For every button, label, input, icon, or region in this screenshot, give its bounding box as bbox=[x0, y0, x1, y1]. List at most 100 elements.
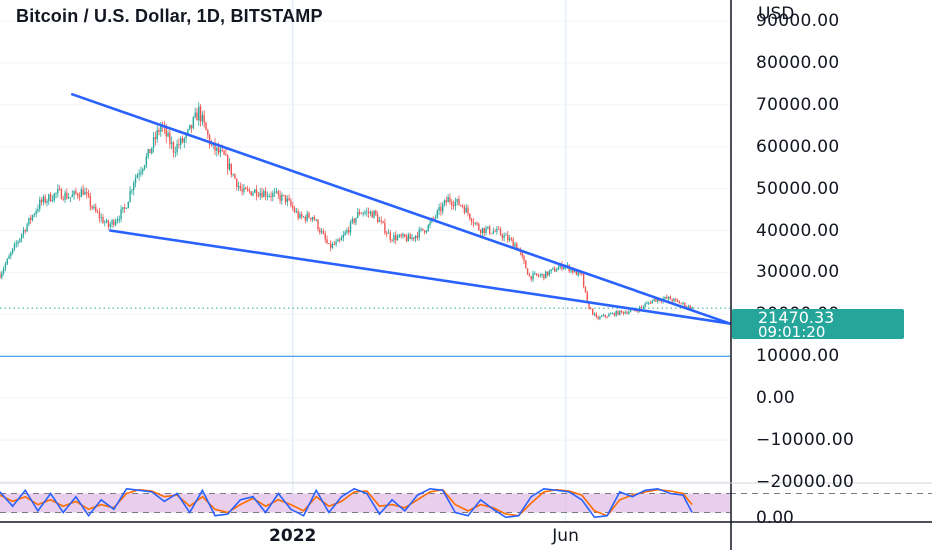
candle-body bbox=[86, 192, 88, 194]
candle-body bbox=[26, 224, 28, 232]
candle bbox=[223, 149, 225, 156]
candle bbox=[391, 238, 393, 242]
oscillator-axis-label: 0.00 bbox=[756, 508, 794, 528]
candle bbox=[416, 231, 419, 241]
candle bbox=[225, 148, 227, 156]
candle bbox=[181, 135, 184, 144]
candle bbox=[310, 217, 312, 222]
candle-body bbox=[586, 292, 588, 303]
last-price-label: 21470.33 09:01:20 bbox=[732, 308, 904, 341]
trendlines[interactable] bbox=[70, 93, 732, 325]
candle bbox=[601, 315, 603, 318]
candle-body bbox=[104, 222, 106, 224]
candle bbox=[335, 238, 337, 247]
candle bbox=[373, 210, 375, 219]
price-tick-label: 30000.00 bbox=[756, 262, 840, 283]
candle bbox=[152, 132, 155, 153]
candle bbox=[676, 298, 679, 303]
candle-body bbox=[364, 212, 366, 214]
candle-body bbox=[398, 234, 401, 237]
candle-body bbox=[290, 200, 292, 206]
candle bbox=[71, 190, 73, 198]
candle bbox=[666, 294, 668, 300]
candle bbox=[667, 296, 670, 301]
candle bbox=[69, 197, 72, 203]
candle-body bbox=[461, 205, 464, 207]
candle bbox=[384, 218, 386, 236]
candle bbox=[507, 230, 509, 243]
candle bbox=[8, 253, 10, 260]
candle-body bbox=[687, 305, 690, 307]
candle bbox=[376, 211, 379, 224]
trendline-upper[interactable] bbox=[70, 93, 732, 325]
candle-body bbox=[498, 228, 500, 230]
candle bbox=[687, 304, 690, 308]
candle-body bbox=[20, 234, 23, 239]
time-tick-label: Jun bbox=[552, 526, 579, 546]
candle bbox=[246, 185, 249, 192]
candle bbox=[528, 272, 531, 277]
candle-body bbox=[443, 200, 446, 205]
candle bbox=[80, 186, 82, 198]
candle bbox=[66, 188, 68, 200]
candle-body bbox=[174, 152, 176, 154]
candle bbox=[48, 193, 50, 205]
candle-body bbox=[301, 213, 303, 217]
candle bbox=[447, 194, 449, 203]
candle bbox=[537, 273, 540, 278]
candle-body bbox=[467, 207, 469, 214]
candle-body bbox=[617, 311, 619, 315]
candle-body bbox=[456, 198, 458, 202]
candle-body bbox=[445, 200, 447, 203]
candle bbox=[154, 131, 157, 146]
candle bbox=[306, 210, 308, 223]
price-tick-label: 40000.00 bbox=[756, 220, 840, 241]
trendline-lower[interactable] bbox=[108, 229, 732, 325]
candle-body bbox=[436, 210, 438, 218]
candle-body bbox=[225, 154, 227, 156]
candle bbox=[642, 305, 644, 310]
candle bbox=[651, 299, 653, 304]
candle bbox=[216, 146, 218, 157]
candle bbox=[395, 231, 397, 245]
candle-body bbox=[118, 219, 120, 220]
candle-body bbox=[418, 229, 420, 238]
candle-body bbox=[129, 190, 131, 202]
candle-body bbox=[655, 298, 657, 302]
candle-body bbox=[423, 230, 426, 233]
candle bbox=[624, 310, 626, 315]
candle bbox=[2, 266, 5, 276]
candle-body bbox=[595, 313, 597, 317]
candle-body bbox=[304, 216, 307, 221]
candle bbox=[366, 207, 368, 217]
candle bbox=[367, 207, 370, 218]
candle-body bbox=[620, 310, 623, 312]
candle-body bbox=[378, 220, 381, 223]
candle bbox=[93, 204, 95, 210]
candle bbox=[555, 267, 558, 272]
candle-body bbox=[145, 156, 148, 166]
candle-body bbox=[308, 213, 310, 218]
candle-body bbox=[77, 193, 79, 197]
candle-body bbox=[273, 192, 276, 194]
candle bbox=[290, 198, 292, 208]
stoch-k-line bbox=[0, 487, 693, 519]
candle-body bbox=[490, 233, 493, 235]
candle bbox=[492, 227, 494, 235]
candle-body bbox=[152, 137, 155, 148]
candle-body bbox=[541, 274, 543, 276]
candle-body bbox=[320, 231, 323, 233]
candle-body bbox=[525, 260, 527, 269]
candle-body bbox=[89, 196, 92, 207]
candle-body bbox=[380, 220, 382, 222]
price-tick-label: 60000.00 bbox=[756, 136, 840, 157]
candle bbox=[382, 220, 384, 224]
candle bbox=[438, 203, 440, 216]
candle bbox=[299, 211, 301, 220]
candle bbox=[304, 215, 307, 224]
candle-body bbox=[217, 147, 220, 153]
candle bbox=[104, 219, 106, 227]
candle-body bbox=[581, 273, 583, 275]
candle bbox=[214, 138, 216, 155]
